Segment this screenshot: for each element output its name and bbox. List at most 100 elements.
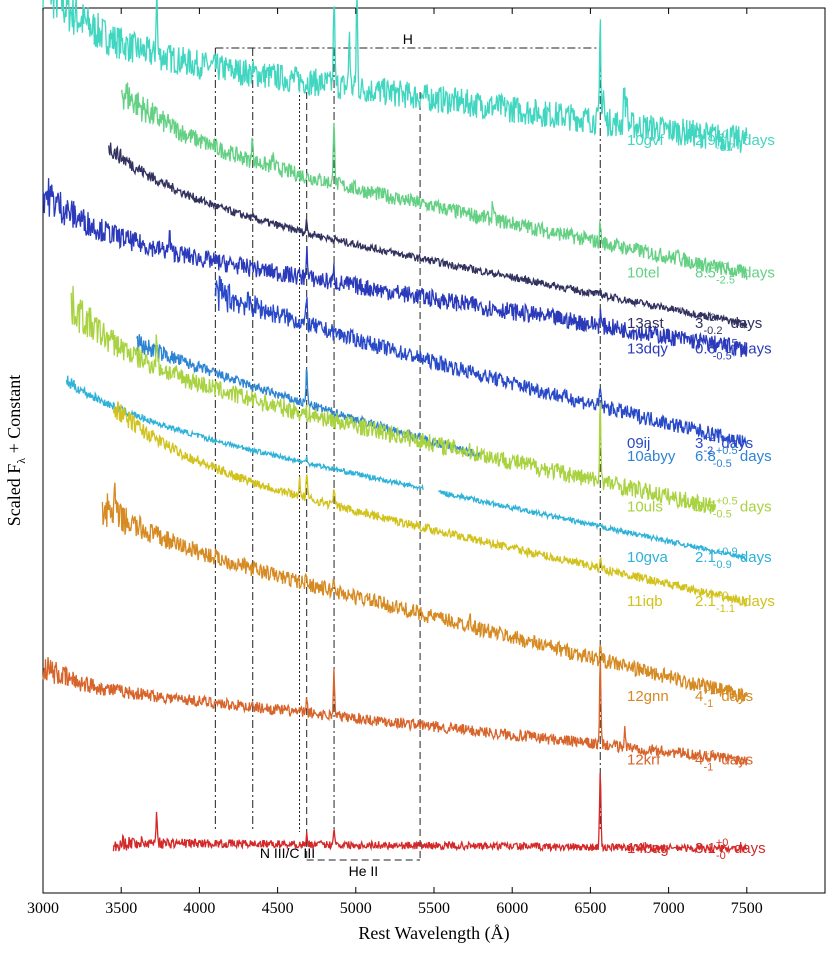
series-name-12gnn: 12gnn [627,688,669,705]
x-tick-label: 5000 [340,900,372,917]
epoch-value: 4 [695,751,703,768]
epoch-value: 2.1 [695,593,716,610]
x-axis-title: Rest Wavelength (Å) [358,923,509,944]
epoch-upper: +0 [716,129,729,141]
he2-line-label: He II [349,863,379,879]
spectra-series [42,0,748,855]
epoch-value: 3.5 [695,498,716,515]
x-tick-label: 5500 [418,900,450,917]
epoch-value: 3.1 [695,840,716,857]
epoch-upper: +0 [716,262,729,274]
series-name-14bag: 14bag [627,840,669,857]
epoch-upper: +0 [716,837,729,849]
series-epoch-14bag: 3.1+0 -0 days [695,837,766,862]
series-name-09ij: 09ij [627,435,650,452]
series-name-10tel: 10tel [627,265,660,282]
series-line-10tel [120,82,748,280]
epoch-upper: +1 [703,685,716,697]
series-epoch-11iqb: 2.1+0 -1.1 days [695,590,775,615]
epoch-unit: days [739,593,775,610]
epoch-unit: days [730,840,766,857]
series-epoch-13dqy: 0.6+0.5 -0.5 days [695,337,772,362]
x-tick-label: 3500 [105,900,137,917]
y-axis-title-subscript: λ [14,458,28,464]
series-line-09ij [214,275,748,448]
y-axis-title-suffix: + Constant [4,375,24,458]
epoch-upper: +0.5 [716,445,738,457]
series-name-13dqy: 13dqy [627,340,668,357]
epoch-unit: days [736,498,772,515]
epoch-value: 3 [695,315,703,332]
epoch-lower: -1 [703,698,713,710]
series-epoch-10tel: 8.5+0 -2.5 days [695,262,775,287]
epoch-value: 2.1 [695,549,716,566]
epoch-unit: days [736,448,772,465]
epoch-upper: +0 [703,312,716,324]
y-axis-title-main: Scaled F [4,464,24,527]
series-epoch-12gnn: 4+1 -1 days [695,685,753,710]
series-line-10uls [70,285,717,514]
series-epoch-09ij: 3+2 -2 days [695,432,753,457]
epoch-upper: +2 [703,432,716,444]
series-epoch-10gvf: 2.9+0 -0.7 days [695,129,775,154]
epoch-value: 8.5 [695,265,716,282]
series-line-14bag [112,772,748,855]
epoch-lower: -0.9 [713,559,732,571]
epoch-unit: days [717,688,753,705]
x-tick-label: 4500 [262,900,294,917]
epoch-value: 2.9 [695,132,716,149]
series-name-12krf: 12krf [627,751,661,768]
epoch-upper: +1 [703,748,716,760]
series-name-10abyy: 10abyy [627,448,676,465]
series-name-10gvf: 10gvf [627,132,665,149]
x-tick-label: 7500 [731,900,763,917]
epoch-upper: +0 [716,590,729,602]
x-axis-ticks: 3000 3500 4000 4500 5000 5500 6000 6500 7000 7500 [27,8,763,917]
epoch-unit: days [717,751,753,768]
series-name-10gva: 10gva [627,549,669,566]
epoch-value: 3 [695,435,703,452]
h-line-label: H [403,31,413,47]
epoch-lower: -0 [716,850,726,862]
series-epoch-10uls: 3.5+0.5 -0.5 days [695,495,772,520]
epoch-value: 0.6 [695,340,716,357]
series-line-11iqb [112,401,748,608]
series-name-11iqb: 11iqb [627,593,663,610]
series-line-10gvf [42,0,748,153]
epoch-unit: days [726,315,762,332]
series-epoch-13ast: 3+0 -0.2 days [695,312,762,337]
series-line-12gnn [101,482,748,703]
epoch-lower: -1.1 [716,603,735,615]
series-line-13ast [108,142,748,329]
x-tick-label: 6000 [496,900,528,917]
epoch-upper: +0.5 [716,495,738,507]
series-line-13dqy [42,178,748,358]
epoch-value: 4 [695,688,703,705]
epoch-unit: days [739,265,775,282]
x-tick-label: 3000 [27,900,59,917]
epoch-lower: -1 [703,761,713,773]
epoch-lower: -2.5 [716,275,735,287]
series-epoch-10abyy: 6.8+0.5 -0.5 days [695,445,772,470]
epoch-unit: days [717,435,753,452]
epoch-lower: -0.5 [713,458,732,470]
epoch-upper: +0.5 [716,337,738,349]
epoch-lower: -0.7 [716,142,735,154]
epoch-lower: -0.5 [713,508,732,520]
y-axis-title: Scaled Fλ + Constant [4,375,28,526]
series-line-12krf [42,657,748,766]
series-epoch-12krf: 4+1 -1 days [695,748,753,773]
epoch-upper: +0.9 [716,546,738,558]
series-name-13ast: 13ast [627,315,665,332]
x-tick-label: 7000 [653,900,685,917]
epoch-lower: -0.5 [713,350,732,362]
series-epoch-10gva: 2.1+0.9 -0.9 days [695,546,772,571]
epoch-lower: -0.2 [703,325,722,337]
epoch-value: 6.8 [695,448,716,465]
epoch-unit: days [736,549,772,566]
x-tick-label: 6500 [574,900,606,917]
epoch-lower: -2 [703,445,713,457]
series-name-10uls: 10uls [627,498,663,515]
